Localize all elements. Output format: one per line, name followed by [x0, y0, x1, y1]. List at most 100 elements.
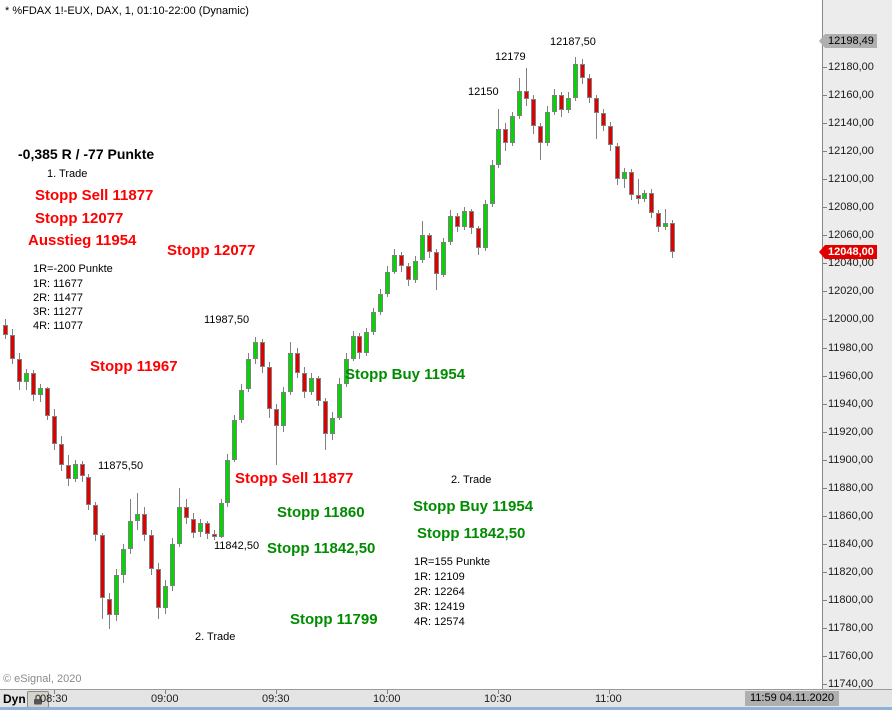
time-axis[interactable]: Dyn 08:30 09:00 09:30 10:00 10:30 11:00 11:59…: [0, 689, 892, 708]
last-price-tag: 12048,00: [819, 245, 877, 260]
price-tick: [823, 123, 827, 125]
lock-icon: [34, 694, 42, 705]
price-axis-label: 12040,00: [828, 257, 874, 270]
chart-annotation: Stopp 11799: [290, 611, 378, 628]
time-tick: [498, 690, 499, 694]
price-axis-label: 12180,00: [828, 61, 874, 73]
chart-annotation: 2. Trade: [451, 474, 492, 486]
chart-annotation: 2R: 11477: [33, 292, 83, 304]
price-axis-label: 11800,00: [828, 593, 874, 606]
price-tick: [823, 179, 827, 181]
price-axis-label: 11840,00: [828, 537, 874, 550]
chart-annotation: Stopp Buy 11954: [345, 366, 466, 383]
price-tick: [823, 151, 827, 153]
chart-annotation: Stopp 11842,50: [267, 540, 376, 557]
price-axis-label: 12020,00: [828, 285, 874, 298]
price-axis-label: 11920,00: [828, 425, 874, 438]
current-time-label: 11:59 04.11.2020: [745, 691, 840, 706]
chart-annotation: 12150: [468, 86, 499, 98]
chart-canvas[interactable]: * %FDAX 1!-EUX, DAX, 1, 01:10-22:00 (Dyn…: [0, 0, 823, 689]
chart-annotation: 4R: 12574: [414, 616, 465, 628]
price-tick: [823, 375, 827, 377]
price-tick: [823, 263, 827, 265]
price-axis-label: 12120,00: [828, 145, 874, 158]
price-tick: [823, 207, 827, 209]
price-tick: [823, 319, 827, 321]
price-tick: [823, 599, 827, 601]
chart-annotation: 2R: 12264: [414, 586, 465, 598]
chart-annotation: -0,385 R / -77 Punkte: [18, 146, 155, 162]
price-axis-label: 11780,00: [828, 621, 874, 634]
price-axis-label: 12080,00: [828, 201, 874, 214]
price-axis-label: 11960,00: [828, 369, 874, 382]
price-axis-label: 11740,00: [828, 678, 874, 690]
time-axis-label: 08:30: [40, 693, 68, 705]
price-tick: [823, 656, 827, 657]
price-axis-label: 11900,00: [828, 453, 874, 466]
price-tick: [823, 515, 827, 517]
price-axis-label: 11940,00: [828, 397, 874, 410]
price-tick: [823, 235, 827, 237]
chart-annotation: 1R: 11677: [33, 278, 83, 290]
time-axis-label: 09:00: [151, 693, 179, 705]
price-tick: [823, 684, 827, 685]
price-axis[interactable]: 12180,00 12160,00 12140,00 12120,00 12100,00…: [819, 0, 892, 690]
price-tick: [823, 571, 827, 573]
dyn-mode-label[interactable]: Dyn: [3, 692, 26, 706]
price-axis-label: 11820,00: [828, 565, 874, 578]
copyright-notice: © eSignal, 2020: [3, 673, 82, 685]
chart-annotation: Stopp 12077: [35, 210, 124, 227]
chart-annotation: 11875,50: [98, 460, 144, 472]
chart-annotation: Stopp Buy 11954: [413, 498, 534, 515]
chart-annotation: 4R: 11077: [33, 320, 83, 332]
chart-annotation: Stopp 12077: [167, 242, 256, 259]
time-tick: [609, 690, 610, 694]
time-axis-label: 09:30: [262, 693, 290, 705]
marker-arrow-icon: [819, 245, 825, 260]
chart-annotation: 11842,50: [214, 540, 260, 552]
price-axis-label: 12140,00: [828, 117, 874, 130]
chart-annotation: 12187,50: [550, 36, 596, 48]
price-tick: [823, 543, 827, 545]
price-axis-label: 12100,00: [828, 173, 874, 186]
session-high-marker: 12198,49: [819, 34, 877, 49]
price-axis-label: 12000,00: [828, 313, 874, 326]
price-tick: [823, 403, 827, 405]
chart-annotation: Stopp 11842,50: [417, 525, 526, 542]
price-tick: [823, 487, 827, 489]
price-tick: [823, 67, 827, 68]
time-axis-label: 10:30: [484, 693, 512, 705]
chart-annotation: 11987,50: [204, 314, 250, 326]
price-axis-label: 11760,00: [828, 650, 874, 662]
price-tick: [823, 347, 827, 349]
time-tick: [387, 690, 388, 694]
chart-annotation: 3R: 11277: [33, 306, 83, 318]
chart-annotation: Stopp 11860: [277, 504, 365, 521]
price-axis-label: 12160,00: [828, 89, 874, 101]
time-axis-label: 11:00: [595, 693, 622, 705]
price-axis-label: 12060,00: [828, 229, 874, 242]
price-tick: [823, 95, 827, 96]
time-tick: [165, 690, 166, 694]
price-axis-label: 11860,00: [828, 509, 874, 522]
price-axis-label: 11880,00: [828, 481, 874, 494]
bottom-accent-line: [0, 707, 892, 710]
price-tick: [823, 431, 827, 433]
lock-button[interactable]: [27, 691, 49, 708]
chart-annotation: Stopp Sell 11877: [35, 187, 154, 204]
chart-annotation: 1R=-200 Punkte: [33, 263, 113, 275]
chart-annotation: Stopp 11967: [90, 358, 178, 375]
price-tick: [823, 627, 827, 629]
time-axis-label: 10:00: [373, 693, 401, 705]
chart-title: * %FDAX 1!-EUX, DAX, 1, 01:10-22:00 (Dyn…: [5, 5, 249, 17]
chart-annotation: 1. Trade: [47, 168, 88, 180]
time-tick: [276, 690, 277, 694]
price-tick: [823, 459, 827, 461]
chart-annotation: Stopp Sell 11877: [235, 470, 354, 487]
marker-arrow-icon: [819, 34, 825, 49]
chart-annotation: 2. Trade: [195, 631, 236, 643]
chart-annotation: 1R=155 Punkte: [414, 556, 491, 568]
price-axis-label: 11980,00: [828, 341, 874, 354]
chart-annotation: Ausstieg 11954: [28, 232, 137, 249]
